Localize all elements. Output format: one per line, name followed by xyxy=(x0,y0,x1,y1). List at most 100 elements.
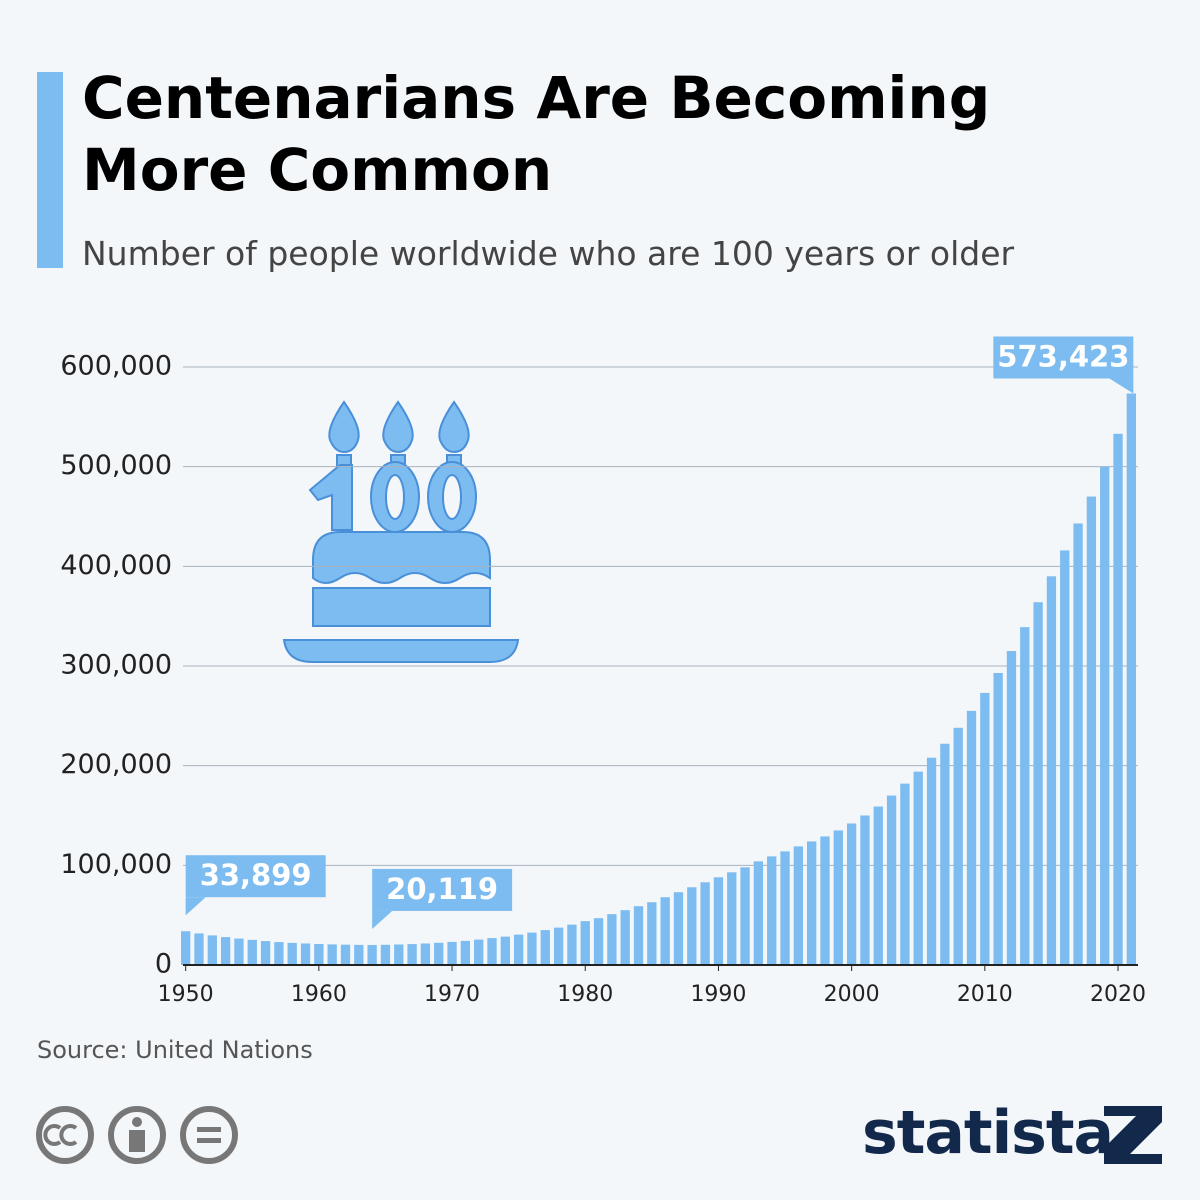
bar xyxy=(314,943,324,965)
bar xyxy=(207,935,217,965)
bar xyxy=(1060,550,1070,965)
bar xyxy=(793,846,804,965)
bar xyxy=(234,938,244,965)
bar xyxy=(780,851,790,965)
bar xyxy=(220,937,231,965)
bar xyxy=(1020,627,1030,965)
bar xyxy=(673,892,684,965)
bar xyxy=(1100,466,1110,965)
bar xyxy=(1126,393,1137,965)
y-tick-label: 400,000 xyxy=(60,550,172,581)
bar xyxy=(1046,576,1057,965)
bar xyxy=(540,930,550,965)
bar xyxy=(1073,523,1083,965)
bar xyxy=(886,795,897,965)
bar xyxy=(407,944,417,965)
bar xyxy=(1113,433,1123,965)
value-label: 20,119 xyxy=(386,872,498,906)
y-tick-label: 200,000 xyxy=(60,749,172,780)
bar xyxy=(247,939,257,965)
bar xyxy=(727,872,737,965)
y-tick-label: 0 xyxy=(155,949,172,980)
bar xyxy=(354,944,364,965)
bar xyxy=(380,944,391,965)
bar xyxy=(833,830,843,965)
bar xyxy=(487,938,497,965)
bar xyxy=(993,672,1003,965)
x-tick-label: 1970 xyxy=(424,982,480,1007)
value-label: 33,899 xyxy=(200,858,312,892)
bar xyxy=(820,836,830,965)
bar xyxy=(1086,496,1097,965)
bar xyxy=(460,940,471,965)
bar xyxy=(980,692,990,965)
bar xyxy=(633,906,644,965)
chart-subtitle: Number of people worldwide who are 100 y… xyxy=(82,234,1015,273)
bar xyxy=(593,918,604,965)
brand-mark xyxy=(1104,1106,1162,1164)
bar xyxy=(873,806,883,965)
x-tick-label: 1950 xyxy=(158,982,214,1007)
bar xyxy=(713,877,724,965)
bar xyxy=(287,942,297,965)
y-tick-label: 600,000 xyxy=(60,351,172,382)
bar xyxy=(553,927,564,965)
bar xyxy=(500,936,510,965)
bar xyxy=(447,941,457,965)
bar xyxy=(274,942,284,965)
bar xyxy=(327,944,337,965)
bar xyxy=(194,933,204,965)
bar xyxy=(434,942,444,965)
bar xyxy=(753,861,764,965)
x-tick-label: 2020 xyxy=(1090,982,1146,1007)
bar xyxy=(340,944,351,965)
chart-title: Centenarians Are Becoming More Common xyxy=(82,64,991,204)
bar xyxy=(660,897,670,965)
y-tick-label: 300,000 xyxy=(60,650,172,681)
callout-box xyxy=(185,855,326,898)
bar xyxy=(926,757,937,965)
bar xyxy=(394,944,404,965)
x-tick-label: 1980 xyxy=(557,982,613,1007)
bar xyxy=(607,914,617,965)
bar xyxy=(687,887,697,965)
bar xyxy=(900,783,910,965)
bar xyxy=(367,944,377,965)
bar xyxy=(1033,602,1043,965)
bar xyxy=(966,710,977,965)
bar xyxy=(420,943,431,965)
bar xyxy=(700,882,710,965)
bar xyxy=(513,934,524,965)
bar xyxy=(846,823,857,965)
bar xyxy=(953,727,963,965)
bar xyxy=(260,941,271,965)
value-label: 573,423 xyxy=(997,339,1129,373)
bar xyxy=(807,841,817,965)
brand-logo: statista xyxy=(862,1098,1114,1168)
bar xyxy=(567,924,577,965)
bar xyxy=(647,902,657,965)
x-tick-label: 1960 xyxy=(291,982,347,1007)
source: Source: United Nations xyxy=(37,1036,313,1064)
title-accent xyxy=(37,72,63,268)
y-tick-label: 100,000 xyxy=(60,849,172,880)
bar xyxy=(474,939,484,965)
callout-box xyxy=(993,336,1134,379)
x-tick-label: 2010 xyxy=(957,982,1013,1007)
cake-icon xyxy=(282,400,520,663)
callout-pointer xyxy=(185,897,206,916)
callout-pointer xyxy=(372,910,393,929)
bar xyxy=(180,931,191,965)
x-tick-label: 2000 xyxy=(824,982,880,1007)
bar xyxy=(860,815,870,965)
x-tick-label: 1990 xyxy=(690,982,746,1007)
license-icons xyxy=(36,1106,238,1164)
bar xyxy=(527,932,537,965)
bar xyxy=(740,867,750,965)
bar xyxy=(300,943,311,965)
y-tick-label: 500,000 xyxy=(60,450,172,481)
bar xyxy=(620,910,630,965)
bar xyxy=(1006,651,1017,965)
bar xyxy=(940,743,950,965)
